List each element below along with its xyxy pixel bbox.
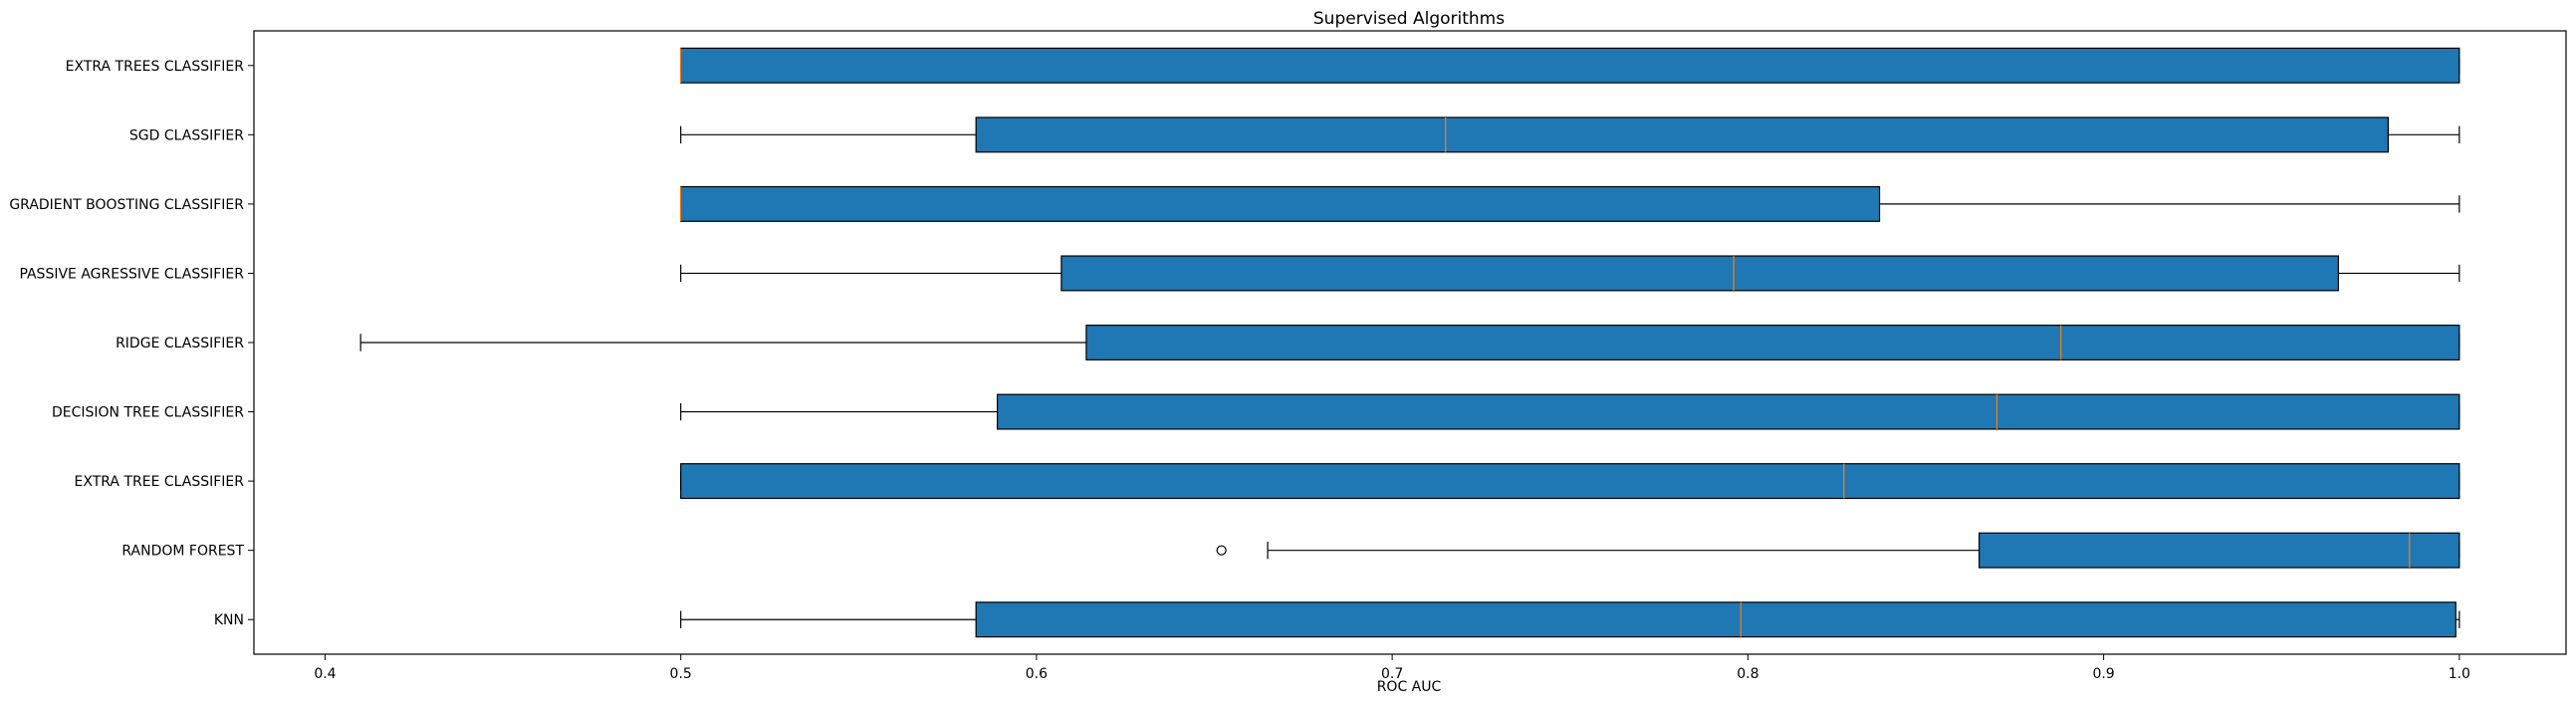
box xyxy=(680,463,2460,500)
box xyxy=(680,47,2460,84)
x-tick-label: 0.7 xyxy=(1381,666,1403,682)
box xyxy=(975,117,2389,153)
x-tick-label: 1.0 xyxy=(2449,666,2470,682)
y-tick-label: EXTRA TREE CLASSIFIER xyxy=(75,474,245,490)
box xyxy=(975,601,2457,638)
box xyxy=(1085,325,2460,360)
x-tick-label: 0.5 xyxy=(670,666,692,682)
box xyxy=(680,185,1881,222)
y-tick-label: RIDGE CLASSIFIER xyxy=(116,336,244,352)
x-tick-label: 0.8 xyxy=(1737,666,1758,682)
y-tick-label: EXTRA TREES CLASSIFIER xyxy=(66,59,245,75)
box xyxy=(997,393,2460,430)
chart-title: Supervised Algorithms xyxy=(1313,9,1505,29)
y-tick-label: KNN xyxy=(214,612,244,628)
y-tick-label: GRADIENT BOOSTING CLASSIFIER xyxy=(9,197,244,213)
x-tick-label: 0.4 xyxy=(314,666,336,682)
box xyxy=(1060,255,2339,292)
box xyxy=(1978,532,2460,569)
x-tick-label: 0.6 xyxy=(1026,666,1048,682)
outlier-point xyxy=(1216,545,1227,556)
plot-area: 0.4 0.5 0.6 0.7 0.8 0.9 1.0 KNN RANDOM FOREST EXT… xyxy=(9,47,2470,682)
y-tick-label: SGD CLASSIFIER xyxy=(129,127,244,143)
y-tick-label: PASSIVE AGRESSIVE CLASSIFIER xyxy=(19,266,244,282)
x-axis-label: ROC AUC xyxy=(1377,679,1442,695)
plot-frame xyxy=(253,30,2567,655)
y-tick-label: DECISION TREE CLASSIFIER xyxy=(52,405,244,421)
x-tick-label: 0.9 xyxy=(2092,666,2114,682)
y-tick-label: RANDOM FOREST xyxy=(121,544,244,560)
